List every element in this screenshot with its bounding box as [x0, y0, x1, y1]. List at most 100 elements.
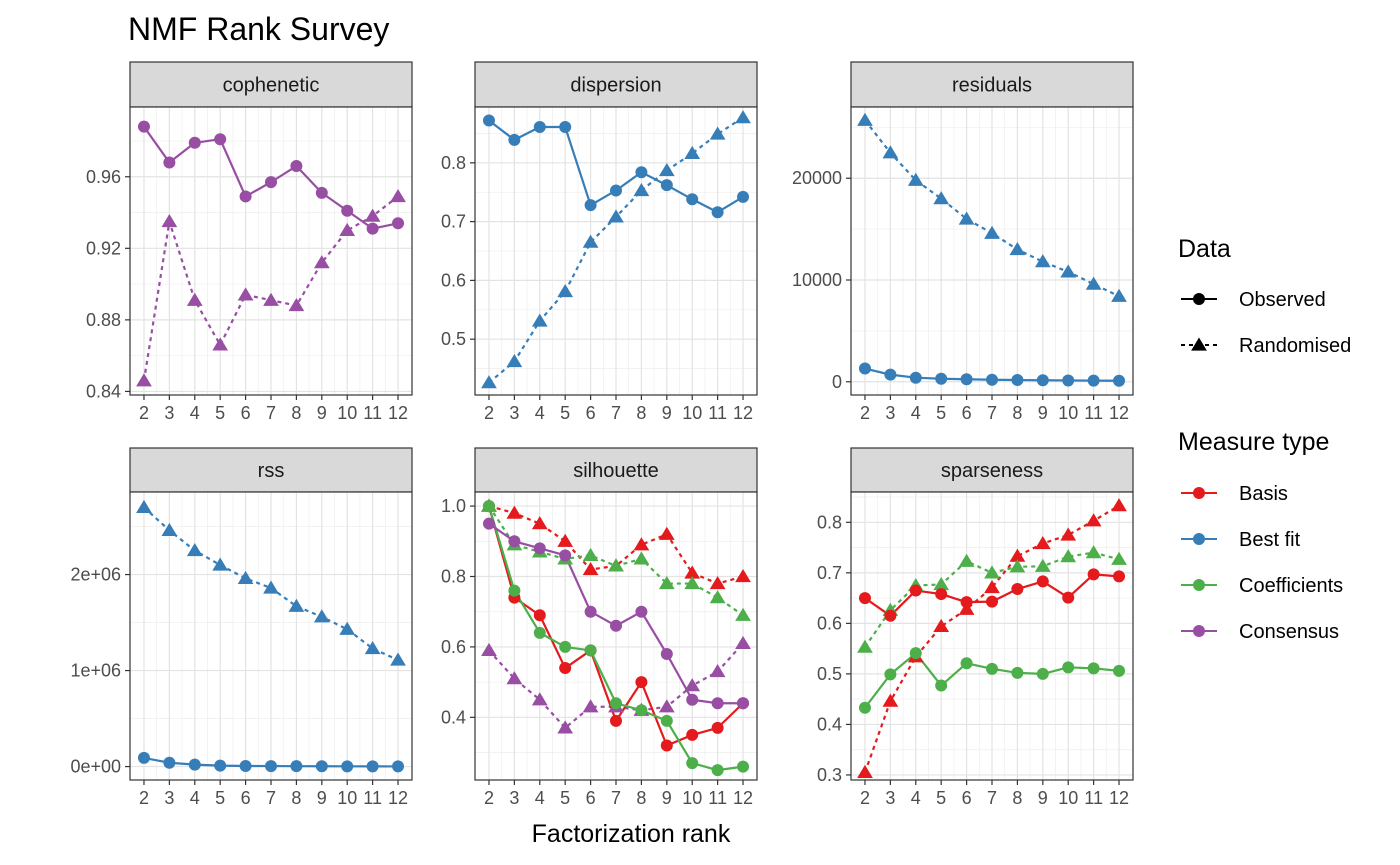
- data-point-basis-randomised: [633, 537, 650, 551]
- legend-measure-type: Measure type Basis Best fit Coefficients Con…: [1178, 428, 1343, 643]
- x-tick-label: 2: [860, 403, 870, 423]
- data-point-best-fit-observed: [884, 368, 897, 381]
- legend-label: Randomised: [1239, 335, 1351, 357]
- data-point-best-fit-observed: [711, 206, 724, 219]
- strip-background: [850, 61, 1134, 108]
- data-point-consensus-randomised: [481, 642, 497, 657]
- legend-data: Data Observed Randomised: [1178, 235, 1351, 357]
- data-point-best-fit-randomised: [506, 353, 523, 368]
- data-point-consensus-observed: [163, 156, 176, 169]
- x-tick-label: 12: [388, 788, 408, 808]
- data-point-consensus-observed: [214, 133, 227, 146]
- y-tick-label: 0.5: [441, 329, 466, 349]
- legend-key-marker: [1193, 625, 1205, 637]
- x-tick-label: 6: [241, 788, 251, 808]
- legend-label: Observed: [1239, 289, 1326, 311]
- data-point-consensus-randomised: [288, 298, 305, 312]
- data-point-coefficients-randomised: [958, 553, 975, 567]
- x-tick-label: 7: [266, 403, 276, 423]
- x-tick-label: 6: [586, 788, 596, 808]
- x-tick-label: 7: [266, 788, 276, 808]
- strip-background: [850, 447, 1134, 493]
- data-point-best-fit-randomised: [608, 209, 624, 223]
- y-tick-label: 0.8: [441, 566, 466, 586]
- data-point-best-fit-observed: [610, 184, 622, 197]
- data-point-coefficients-observed: [986, 662, 998, 675]
- data-point-best-fit-observed: [858, 362, 871, 375]
- y-tick-label: 0.84: [86, 381, 121, 401]
- data-point-consensus-observed: [290, 160, 303, 173]
- data-point-consensus-observed: [137, 120, 150, 133]
- x-tick-label: 7: [987, 788, 997, 808]
- x-tick-label: 10: [337, 788, 357, 808]
- y-tick-label: 0: [832, 372, 842, 392]
- data-point-coefficients-randomised: [1034, 558, 1051, 572]
- data-point-consensus-observed: [686, 693, 699, 706]
- panel-cophenetic: cophenetic 0.84 0.88 0.92 0.96 2 3 4 5 6 7 8 9 10 11 12: [86, 61, 413, 423]
- data-point-basis-randomised: [958, 601, 975, 615]
- data-point-coefficients-observed: [960, 657, 973, 670]
- data-point-consensus-randomised: [364, 208, 381, 222]
- x-tick-label: 8: [636, 403, 646, 423]
- x-tick-label: 3: [164, 403, 174, 423]
- data-point-best-fit-randomised: [857, 112, 873, 126]
- data-point-best-fit-randomised: [186, 543, 203, 557]
- x-tick-label: 12: [388, 403, 408, 423]
- data-point-basis-randomised: [684, 565, 701, 579]
- data-point-consensus-randomised: [186, 292, 203, 306]
- data-point-coefficients-observed: [1062, 661, 1075, 674]
- data-point-coefficients-observed: [635, 704, 648, 717]
- y-tick-label: 2e+06: [70, 565, 121, 585]
- data-point-consensus-observed: [610, 619, 622, 632]
- data-point-consensus-observed: [315, 186, 328, 199]
- data-point-consensus-randomised: [313, 255, 330, 269]
- data-point-consensus-observed: [584, 605, 597, 618]
- data-point-coefficients-randomised: [582, 547, 599, 561]
- data-point-best-fit-randomised: [958, 211, 975, 225]
- y-tick-label: 0.4: [441, 707, 466, 727]
- data-point-best-fit-randomised: [263, 580, 279, 594]
- data-point-best-fit-observed: [1113, 374, 1126, 387]
- data-point-coefficients-observed: [737, 760, 750, 773]
- legend-key-marker: [1191, 337, 1207, 351]
- data-point-coefficients-observed: [909, 647, 922, 660]
- data-point-best-fit-randomised: [907, 172, 924, 186]
- panel-residuals: residuals 0 10000 20000 2 3 4 5 6 7 8 9 10 11 12: [792, 61, 1134, 423]
- data-point-best-fit-observed: [660, 179, 673, 192]
- data-point-basis-observed: [635, 676, 648, 689]
- data-point-basis-randomised: [1009, 548, 1026, 562]
- data-point-basis-observed: [559, 662, 572, 675]
- data-point-consensus-randomised: [531, 692, 548, 706]
- data-point-coefficients-randomised: [984, 565, 1000, 579]
- legend-item-randomised: Randomised: [1181, 335, 1351, 357]
- data-point-best-fit-randomised: [557, 284, 574, 298]
- x-tick-label: 4: [190, 403, 200, 423]
- x-tick-label: 8: [1012, 403, 1022, 423]
- data-point-basis-observed: [711, 721, 724, 734]
- data-point-best-fit-randomised: [212, 557, 229, 571]
- data-point-consensus-randomised: [263, 292, 279, 306]
- data-point-consensus-observed: [508, 535, 521, 548]
- data-point-best-fit-observed: [986, 373, 998, 386]
- panel-silhouette: silhouette 0.4 0.6 0.8 1.0 2 3 4 5 6 7 8 9 10 11 12: [441, 447, 758, 808]
- data-point-best-fit-randomised: [339, 621, 356, 635]
- data-point-consensus-observed: [265, 176, 277, 189]
- y-tick-label: 0.92: [86, 238, 121, 258]
- data-point-coefficients-observed: [935, 679, 948, 692]
- x-tick-label: 5: [936, 788, 946, 808]
- data-point-best-fit-observed: [635, 166, 648, 179]
- legend-key-marker: [1193, 293, 1205, 305]
- data-point-consensus-randomised: [136, 373, 152, 387]
- data-point-basis-observed: [1062, 591, 1075, 604]
- data-point-best-fit-randomised: [882, 145, 899, 159]
- x-tick-label: 11: [363, 403, 382, 423]
- y-tick-label: 0.5: [817, 664, 842, 684]
- x-tick-label: 5: [560, 788, 570, 808]
- data-point-best-fit-randomised: [237, 570, 254, 585]
- data-point-coefficients-observed: [1113, 664, 1126, 677]
- data-point-basis-observed: [1113, 570, 1126, 583]
- data-point-consensus-randomised: [506, 671, 523, 685]
- y-tick-label: 0.8: [817, 512, 842, 532]
- data-point-best-fit-randomised: [136, 499, 152, 513]
- x-tick-label: 11: [708, 403, 727, 423]
